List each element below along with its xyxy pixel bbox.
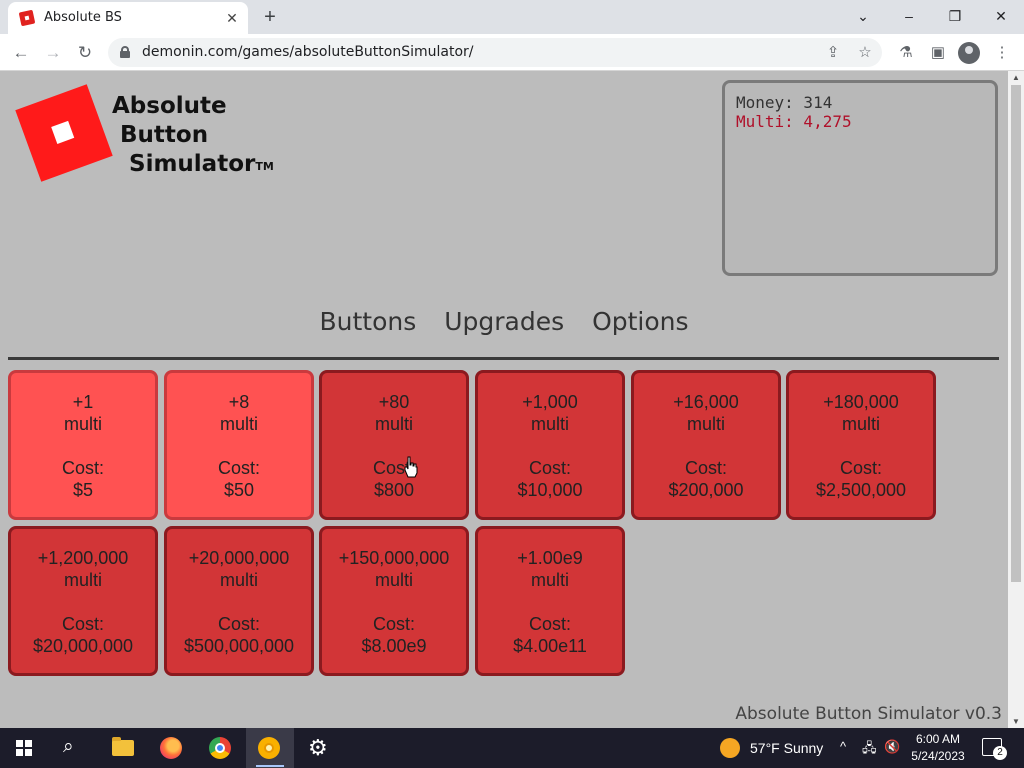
multi-readout: Multi: 4,275 (736, 112, 852, 131)
reload-icon[interactable]: ↻ (77, 43, 93, 62)
clock-time: 6:00 AM (915, 732, 961, 746)
profile-avatar[interactable] (958, 42, 980, 64)
game-tabs: Buttons Upgrades Options (0, 307, 1008, 336)
volume-muted-icon[interactable]: 🔇 (884, 739, 901, 754)
extensions-icon[interactable]: ⚗ (899, 44, 913, 61)
logo-title: Absolute Button SimulatorTM (112, 93, 274, 177)
network-icon[interactable]: 🖧 (862, 740, 877, 755)
chrome-canary-icon[interactable] (258, 737, 280, 759)
tab-options[interactable]: Options (592, 307, 689, 336)
bookmark-star-icon[interactable]: ☆ (858, 44, 872, 61)
windows-start-icon[interactable] (16, 740, 32, 756)
restore-button[interactable]: ❐ (948, 8, 962, 24)
browser-toolbar: ← → ↻ demonin.com/games/absoluteButtonSi… (0, 34, 1024, 71)
buy-button-8[interactable]: +150,000,000 multi Cost: $8.00e9 (319, 526, 469, 676)
file-explorer-icon[interactable] (112, 737, 134, 756)
chevron-up-icon[interactable]: ^ (840, 739, 847, 754)
browser-tab-bar: Absolute BS ✕ + ⌄ – ❐ ✕ (0, 0, 1024, 34)
lock-icon[interactable] (120, 46, 130, 58)
logo-icon (15, 84, 113, 182)
back-arrow-icon[interactable]: ← (12, 43, 30, 62)
buy-button-1[interactable]: +8 multi Cost: $50 (164, 370, 314, 520)
buy-button-6[interactable]: +1,200,000 multi Cost: $20,000,000 (8, 526, 158, 676)
weather-text[interactable]: 57°F Sunny (750, 740, 824, 756)
stats-panel: Money: 314 Multi: 4,275 (722, 80, 998, 276)
share-icon[interactable]: ⇪ (826, 44, 840, 61)
chrome-icon[interactable] (209, 737, 231, 759)
game-page: Absolute Button SimulatorTM Money: 314 M… (0, 71, 1008, 728)
url-text[interactable]: demonin.com/games/absoluteButtonSimulato… (142, 44, 474, 60)
clock-date: 5/24/2023 (911, 749, 965, 763)
search-icon[interactable]: ⌕ (63, 736, 74, 757)
windows-taskbar: ⌕ ⚙ 57°F Sunny ^ 🖧 🔇 6:00 AM 5/24/2023 2 (0, 728, 1024, 768)
buy-button-0[interactable]: +1 multi Cost: $5 (8, 370, 158, 520)
tab-buttons[interactable]: Buttons (319, 307, 417, 336)
money-readout: Money: 314 (736, 93, 833, 112)
system-clock[interactable]: 6:00 AM 5/24/2023 (906, 731, 970, 765)
scroll-up-arrow-icon[interactable]: ▲ (1012, 73, 1020, 82)
minimize-button[interactable]: – (905, 8, 913, 24)
menu-kebab-icon[interactable]: ⋮ (994, 44, 1010, 61)
notification-badge: 2 (993, 746, 1007, 760)
scroll-thumb[interactable] (1011, 85, 1021, 582)
buy-button-7[interactable]: +20,000,000 multi Cost: $500,000,000 (164, 526, 314, 676)
roblox-favicon-icon (18, 9, 36, 27)
tab-title: Absolute BS (44, 10, 122, 25)
hand-cursor-icon (404, 456, 418, 478)
tab-search-icon[interactable]: ⌄ (857, 8, 869, 24)
buy-button-4[interactable]: +16,000 multi Cost: $200,000 (631, 370, 781, 520)
tab-close-icon[interactable]: ✕ (226, 10, 238, 26)
divider (8, 357, 999, 360)
new-tab-button[interactable]: + (264, 6, 276, 28)
firefox-icon[interactable] (160, 737, 182, 759)
sun-weather-icon[interactable] (720, 738, 740, 758)
version-label: Absolute Button Simulator v0.3 (735, 704, 1002, 724)
buy-button-3[interactable]: +1,000 multi Cost: $10,000 (475, 370, 625, 520)
buy-button-2[interactable]: +80 multi Cost: $800 (319, 370, 469, 520)
buy-button-9[interactable]: +1.00e9 multi Cost: $4.00e11 (475, 526, 625, 676)
tab-upgrades[interactable]: Upgrades (444, 307, 565, 336)
side-panel-icon[interactable]: ▣ (930, 44, 946, 61)
scroll-down-arrow-icon[interactable]: ▼ (1012, 717, 1020, 726)
settings-gear-icon[interactable]: ⚙ (308, 735, 328, 760)
forward-arrow-icon[interactable]: → (44, 43, 62, 62)
active-indicator (256, 765, 284, 767)
buy-button-5[interactable]: +180,000 multi Cost: $2,500,000 (786, 370, 936, 520)
address-bar[interactable]: demonin.com/games/absoluteButtonSimulato… (108, 38, 882, 67)
page-scrollbar[interactable]: ▲ ▼ (1008, 71, 1024, 728)
browser-tab[interactable]: Absolute BS ✕ (8, 2, 248, 34)
window-close-button[interactable]: ✕ (995, 8, 1007, 24)
